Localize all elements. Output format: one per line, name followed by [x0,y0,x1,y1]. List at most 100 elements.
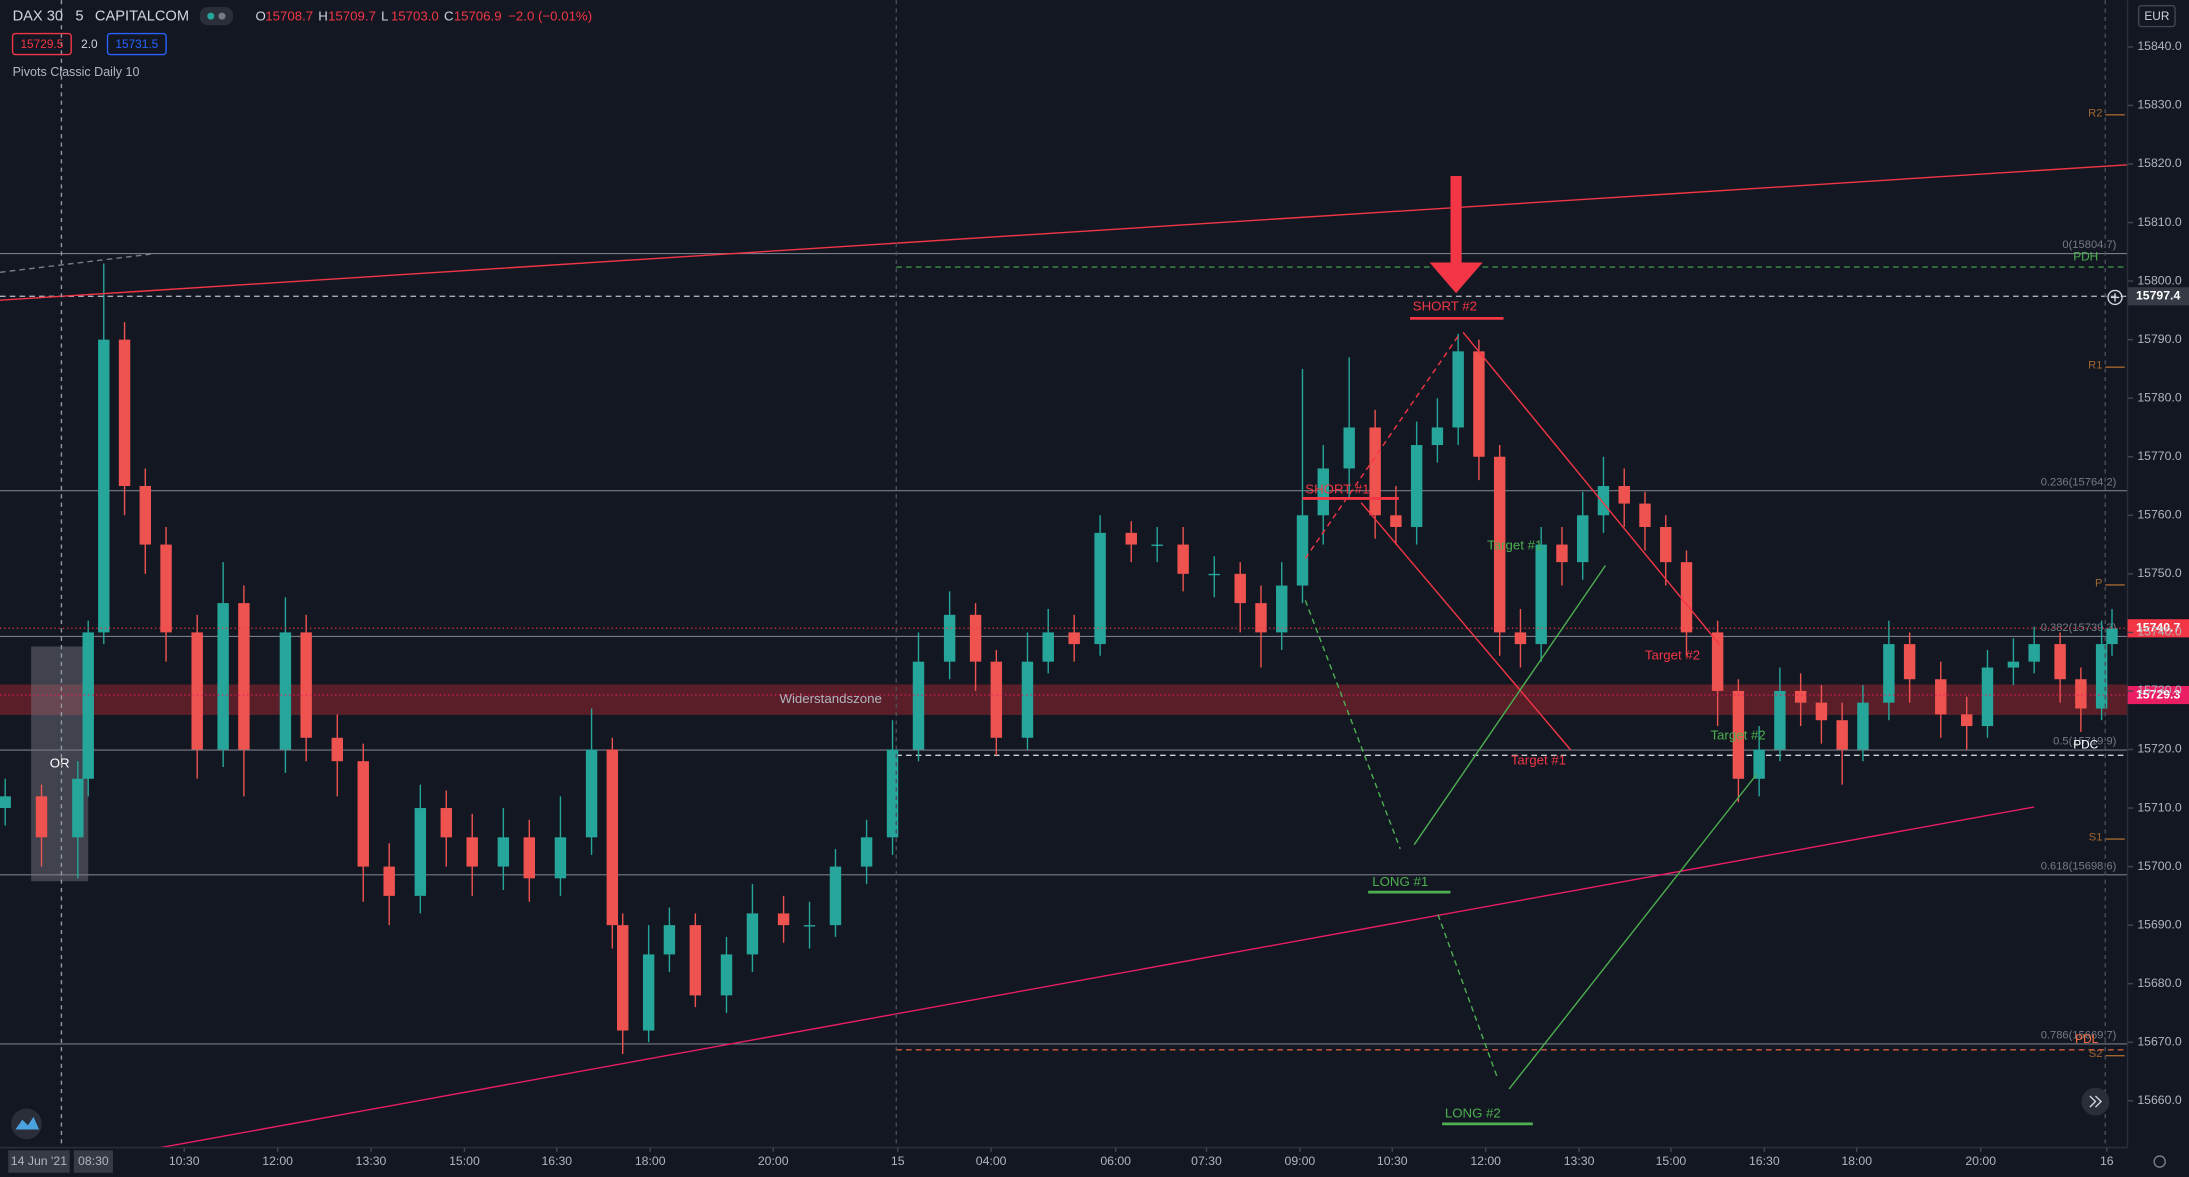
y-tick-label: 15730.0 [2137,683,2182,697]
x-tick-label: 18:00 [635,1154,666,1168]
axes: 15797.4 15740.7 15729.3 15660.0 15670.0 15680… [8,39,2189,1173]
candle-body [1410,445,1423,528]
price-tag [2127,685,2189,705]
candle-body [1431,427,1444,446]
candle-body [2054,644,2066,680]
price-axis [2127,0,2189,1177]
candle-body [1857,702,1869,750]
ohlc-value: 15708.7 [265,8,313,23]
y-tick-label: 15790.0 [2137,332,2182,346]
settings-icon[interactable] [2153,1155,2166,1168]
annotation: Target #1 [1487,537,1542,552]
candle-body [0,796,11,809]
x-tick-label: 16:30 [541,1154,572,1168]
candle-body [746,913,759,955]
x-tick-label: 10:30 [169,1154,200,1168]
x-tick-label: 14 Jun '21 [11,1154,67,1168]
trend-line [0,164,2128,301]
candle-body [943,614,956,662]
fib-label: 0.786(15669.7) [2041,1030,2117,1042]
y-tick-label: 15840.0 [2137,39,2182,53]
prev-day-label: PDH [2073,249,2098,263]
status-pill[interactable] [199,7,234,26]
candle-body [160,544,172,633]
candle-body [1753,749,1765,779]
candle-body [1639,503,1651,528]
ohlc: O 15708.7 H 15709.7 L 15703.0 C 15706.9 −2.0 (−0… [255,8,592,23]
scroll-icon [2089,1095,2103,1108]
y-tick-label: 15770.0 [2137,449,2182,463]
price-tag-label: 15797.4 [2136,289,2181,303]
fib-label: 0.236(15764.2) [2041,476,2117,488]
arrow-line [1360,502,1572,751]
bid-box[interactable] [11,32,72,56]
candle-body [279,632,292,750]
annotation: Target #2 [1645,648,1700,663]
candle-body [1369,427,1381,516]
candle-body [1935,679,1947,715]
candle-body [440,808,452,838]
candle-body [1774,690,1786,750]
pivot-label: S1 [2089,832,2103,844]
candle-body [1234,573,1246,604]
fib-label: 0(15804.7) [2062,239,2116,251]
y-tick-label: 15670.0 [2137,1034,2182,1048]
candle-body [1094,532,1106,645]
y-tick-label: 15710.0 [2137,800,2182,814]
ask-box[interactable] [106,32,167,56]
price-tag-label: 15740.7 [2136,621,2181,635]
candle-body [1711,632,1724,691]
crosshair-time-box [73,1150,113,1173]
candle-body [238,603,250,750]
candle-body [1296,515,1309,586]
y-tick-label: 15660.0 [2137,1093,2182,1107]
fib-label: 0.618(15698.6) [2041,860,2117,872]
candle-body [886,749,899,838]
candle-body [191,632,203,750]
y-tick-label: 15740.0 [2137,625,2182,639]
y-tick-label: 15780.0 [2137,390,2182,404]
bid: 15729.5 [20,37,63,51]
x-tick-label: 08:30 [78,1154,109,1168]
candle-body [777,913,790,926]
y-tick-label: 15750.0 [2137,566,2182,580]
candle-body [1836,720,1848,750]
y-tick-label: 15760.0 [2137,508,2182,522]
candle-body [969,614,982,662]
candle-body [1125,532,1137,545]
candle-body [217,603,229,750]
annotation: SHORT #2 [1413,299,1477,314]
trend-line [160,806,2035,1149]
prev-day-label: PDC [2073,738,2098,752]
time-axis [0,1147,2189,1177]
x-tick-label: 04:00 [976,1154,1007,1168]
candle-body [1390,515,1402,528]
price-tag-label: 15729.3 [2136,687,2181,701]
annotation: Target #2 [1710,727,1765,742]
x-tick-label: 15:00 [1656,1154,1687,1168]
candle-body [1576,515,1589,563]
arrow-line [1304,600,1401,850]
logo[interactable] [11,1108,42,1140]
x-tick-label: 20:00 [1965,1154,1996,1168]
x-tick-label: 13:30 [356,1154,387,1168]
candle-body [1208,573,1220,576]
candle-body [1042,632,1054,662]
currency: EUR [2144,9,2169,23]
candle-body [616,925,629,1031]
x-tick-label: 10:30 [1377,1154,1408,1168]
candle-body [860,837,873,867]
candle-body [466,837,478,867]
ohlc-key: O [255,8,265,23]
currency-box[interactable] [2138,4,2176,28]
annotation: SHORT #1 [1305,482,1369,497]
y-tick-label: 15700.0 [2137,859,2182,873]
candle-body [2007,661,2020,668]
y-tick-label: 15830.0 [2137,98,2182,112]
candle-body [1452,351,1464,428]
annotation: Target #1 [1511,752,1566,767]
x-tick-label: 09:00 [1285,1154,1316,1168]
add-alert[interactable] [2107,289,2123,306]
candle-body [98,339,110,633]
y-tick-label: 15810.0 [2137,215,2182,229]
